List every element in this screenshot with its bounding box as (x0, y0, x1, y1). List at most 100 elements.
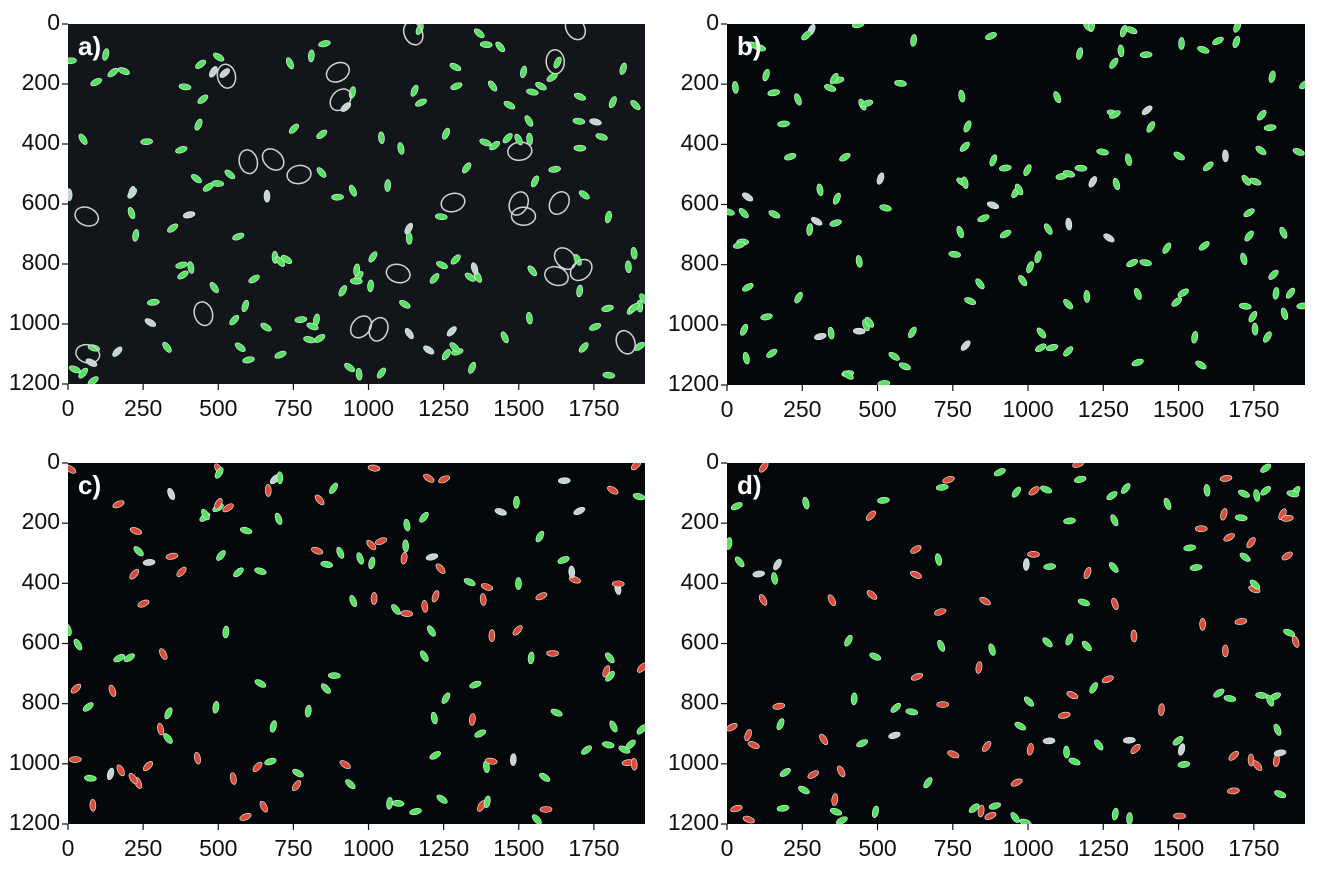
cell (546, 72, 558, 82)
cell (742, 192, 754, 202)
cell (1263, 331, 1272, 343)
x-tick-label: 1500 (493, 835, 544, 861)
x-tick-label: 750 (274, 395, 312, 421)
cell (107, 67, 119, 78)
cell (767, 89, 780, 97)
y-tick-label: 1200 (9, 369, 60, 395)
cell (1141, 105, 1153, 115)
x-tick-label: 1500 (493, 395, 544, 421)
cell (1096, 148, 1109, 156)
cell (474, 729, 487, 738)
cell (513, 496, 520, 509)
cell (1296, 302, 1305, 310)
cell (222, 625, 230, 639)
cell (539, 806, 553, 813)
cell (214, 498, 223, 510)
x-tick-label: 1000 (343, 395, 394, 421)
cell (1194, 525, 1208, 533)
cell (463, 578, 476, 587)
cell (742, 351, 750, 365)
cell (1223, 695, 1237, 702)
cell (1172, 736, 1184, 746)
cell (385, 263, 411, 284)
cell (531, 814, 542, 824)
cell (137, 599, 150, 608)
cell (112, 500, 125, 509)
cell (1233, 24, 1242, 33)
cell (905, 708, 919, 716)
cell (261, 148, 285, 171)
cell (527, 651, 535, 665)
cell (1241, 174, 1251, 186)
x-tick-label: 500 (199, 395, 237, 421)
cell (602, 665, 611, 678)
cell (632, 493, 645, 501)
cell (619, 62, 627, 75)
cell (213, 52, 225, 62)
y-tick-label: 800 (681, 689, 719, 715)
cell (1065, 633, 1074, 646)
cell (509, 753, 517, 766)
cell (877, 380, 891, 385)
cell (193, 752, 201, 765)
y-tick-label: 1000 (668, 749, 719, 775)
cell (483, 795, 491, 809)
cell (384, 179, 392, 192)
cell (211, 180, 224, 187)
cell (573, 506, 586, 516)
cell (426, 625, 436, 637)
cell (1043, 223, 1053, 235)
cell (423, 473, 435, 483)
x-tick-label: 1250 (1078, 835, 1129, 861)
cell (1108, 562, 1119, 573)
cell (839, 152, 851, 162)
cell (832, 192, 841, 205)
cell (968, 803, 980, 813)
cell (1126, 258, 1138, 268)
cell (356, 552, 364, 565)
cell (1177, 743, 1186, 756)
cell (615, 329, 636, 355)
cell (479, 138, 492, 147)
cell (331, 193, 344, 201)
cell (1239, 302, 1252, 310)
cell (1202, 161, 1214, 172)
x-tick-label: 750 (274, 835, 312, 861)
cell (975, 661, 983, 674)
cell (530, 175, 539, 188)
cell (515, 577, 522, 590)
panel-label: d) (737, 470, 762, 500)
cell (1220, 508, 1228, 521)
cell (338, 285, 348, 297)
cell (742, 815, 755, 824)
cell (366, 539, 377, 551)
cell (191, 173, 202, 184)
cell (133, 546, 144, 557)
cell (936, 701, 950, 708)
cell (1034, 250, 1042, 264)
cell (544, 265, 569, 287)
cell (1077, 598, 1090, 607)
cell (958, 89, 966, 103)
cell (1285, 287, 1296, 299)
x-tick-label: 0 (721, 396, 734, 422)
cell (1197, 45, 1210, 54)
cell (608, 96, 617, 108)
image-area (727, 463, 1305, 824)
cell (1203, 484, 1211, 497)
image-content (727, 463, 1301, 824)
y-tick-label: 200 (681, 69, 719, 95)
cell (1110, 514, 1119, 527)
cell (391, 799, 405, 807)
cell (910, 34, 917, 47)
x-tick-label: 1500 (1153, 835, 1204, 861)
cell (864, 316, 875, 328)
cell (772, 702, 786, 710)
cell (1260, 463, 1272, 473)
cell (264, 484, 272, 497)
cell (320, 683, 331, 694)
y-tick-label: 0 (706, 448, 719, 474)
cell (350, 277, 363, 285)
cell (827, 326, 835, 340)
cell (69, 756, 82, 763)
